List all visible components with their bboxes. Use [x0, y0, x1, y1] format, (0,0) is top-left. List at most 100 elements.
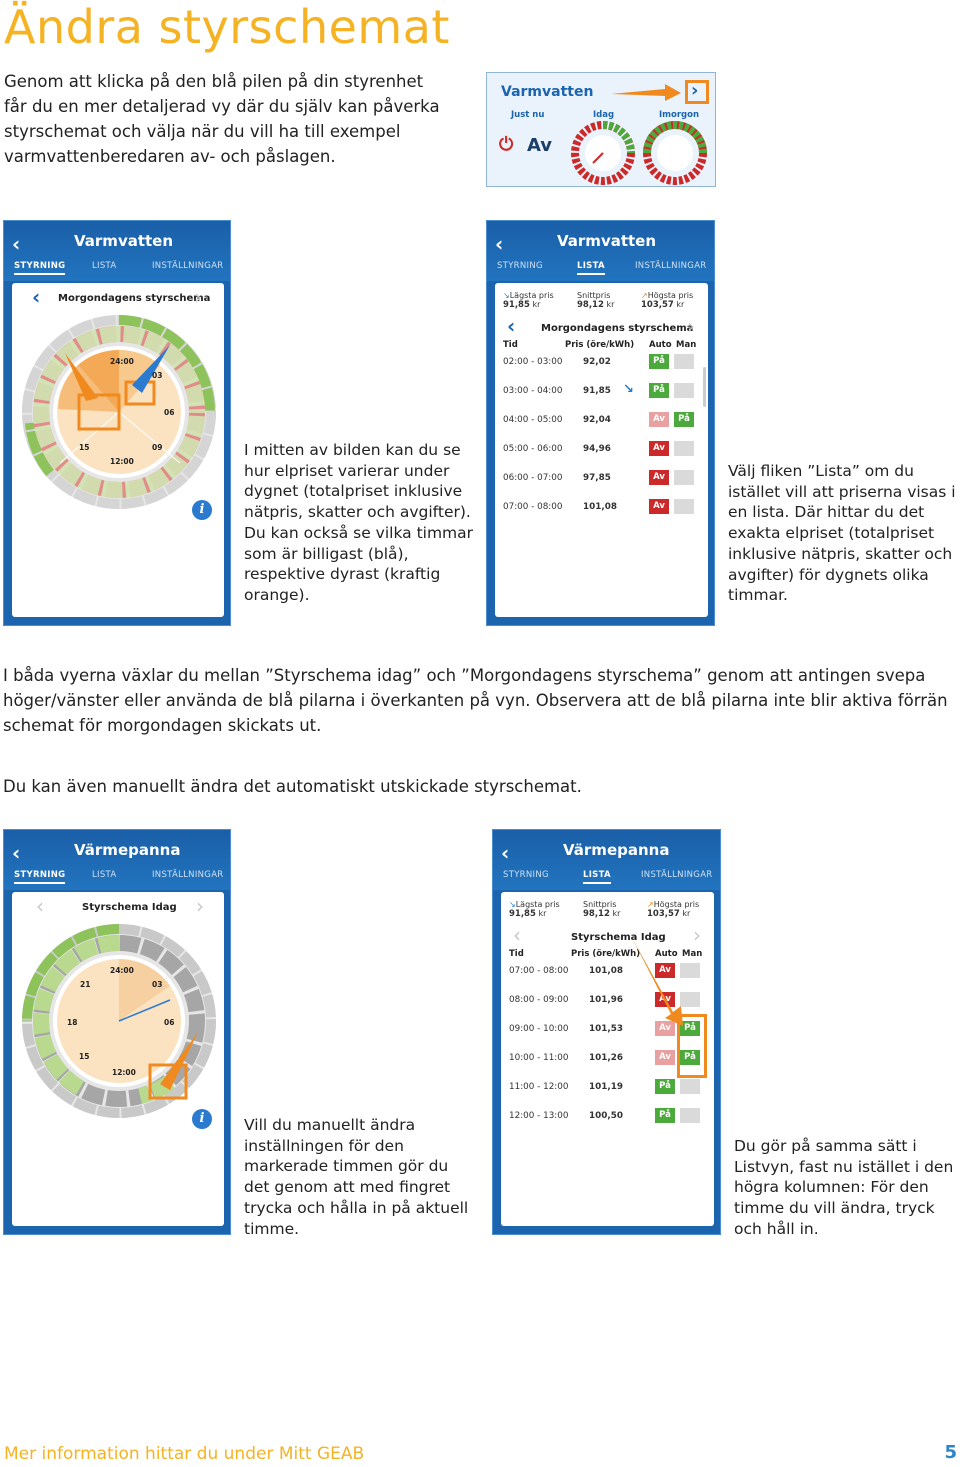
auto-status[interactable]: Av — [655, 1050, 675, 1065]
next-day-icon[interactable]: › — [693, 923, 701, 947]
text-mid: I mitten av bilden kan du se hur elprise… — [244, 441, 474, 604]
manual-toggle[interactable]: På — [680, 1050, 700, 1065]
auto-status[interactable]: Av — [655, 963, 675, 978]
auto-status[interactable]: På — [655, 1108, 675, 1123]
schedule-title: Morgondagens styrschema — [541, 323, 694, 334]
auto-status[interactable]: På — [655, 1079, 675, 1094]
list-row[interactable]: 03:00 - 04:00 91,85 ↘ På — [495, 382, 708, 404]
power-icon[interactable]: ⏻ — [499, 134, 514, 155]
text-manuellt: Vill du manuellt ändra inställningen för… — [244, 1116, 469, 1238]
auto-status[interactable]: Av — [655, 1021, 675, 1036]
tab-lista[interactable]: LISTA — [92, 261, 117, 271]
auto-status[interactable]: Av — [649, 470, 669, 485]
detail-arrow-button[interactable]: › — [685, 80, 709, 104]
prev-day-icon[interactable]: ‹ — [32, 285, 41, 309]
stat-average: Snittpris 98,12 kr — [577, 291, 615, 310]
screen-title: Varmvatten — [557, 232, 657, 250]
back-icon[interactable]: ‹ — [12, 232, 21, 256]
info-icon[interactable]: i — [192, 1109, 212, 1129]
header-pris: Pris (öre/kWh) — [571, 949, 641, 959]
list-row[interactable]: 07:00 - 08:00 101,08 Av — [501, 962, 714, 984]
list-row[interactable]: 04:00 - 05:00 92,04 Av På — [495, 411, 708, 433]
tab-lista[interactable]: LISTA — [583, 870, 611, 884]
manual-toggle[interactable] — [674, 441, 694, 456]
list-row[interactable]: 06:00 - 07:00 97,85 Av — [495, 469, 708, 491]
phone-varmvatten-lista: ‹ Varmvatten STYRNING LISTA INSTÄLLNINGA… — [486, 220, 715, 626]
clock-label-24: 24:00 — [110, 966, 134, 975]
tab-styrning[interactable]: STYRNING — [503, 870, 549, 880]
auto-status[interactable]: På — [649, 354, 669, 369]
chevron-right-icon: › — [691, 80, 699, 101]
next-day-icon[interactable]: › — [196, 894, 204, 918]
back-icon[interactable]: ‹ — [12, 841, 21, 865]
list-row[interactable]: 02:00 - 03:00 92,02 På — [495, 353, 708, 375]
auto-status[interactable]: På — [649, 383, 669, 398]
back-icon[interactable]: ‹ — [501, 841, 510, 865]
clock-label-18: 18 — [67, 1018, 78, 1027]
manual-toggle[interactable]: På — [680, 1021, 700, 1036]
stat-lowest: ↘Lägsta pris 91,85 kr — [503, 291, 554, 310]
widget-clock-today-icon — [571, 121, 635, 185]
highlight-manual-column — [677, 1014, 707, 1078]
tab-installningar[interactable]: INSTÄLLNINGAR — [152, 870, 224, 880]
schedule-clock[interactable] — [20, 313, 218, 511]
manual-toggle[interactable]: På — [674, 412, 694, 427]
prev-day-icon[interactable]: ‹ — [507, 314, 516, 338]
paragraph-1: I båda vyerna växlar du mellan ”Styrsche… — [3, 666, 948, 735]
orange-pointer-arrow-icon — [611, 84, 681, 101]
header-pris: Pris (öre/kWh) — [565, 340, 635, 350]
tab-installningar[interactable]: INSTÄLLNINGAR — [635, 261, 707, 271]
stat-highest: ↗Högsta pris 103,57 kr — [647, 900, 700, 919]
back-icon[interactable]: ‹ — [495, 232, 504, 256]
lowest-price-icon: ↘ — [623, 382, 634, 397]
tab-lista[interactable]: LISTA — [92, 870, 117, 880]
tab-styrning[interactable]: STYRNING — [497, 261, 543, 271]
tab-styrning[interactable]: STYRNING — [14, 261, 66, 275]
auto-status[interactable]: Av — [649, 441, 669, 456]
tab-installningar[interactable]: INSTÄLLNINGAR — [152, 261, 224, 271]
stat-highest: ↗Högsta pris 103,57 kr — [641, 291, 694, 310]
tab-installningar[interactable]: INSTÄLLNINGAR — [641, 870, 713, 880]
auto-status[interactable]: Av — [649, 412, 669, 427]
varmvatten-widget[interactable]: Varmvatten Just nu Idag Imorgon ⏻ Av › — [486, 72, 716, 187]
list-row[interactable]: 11:00 - 12:00 101,19 På — [501, 1078, 714, 1100]
phone-varmepanna-styrning: ‹ Värmepanna STYRNING LISTA INSTÄLLNINGA… — [3, 829, 231, 1235]
next-day-icon[interactable]: › — [687, 314, 695, 338]
prev-day-icon[interactable]: ‹ — [513, 923, 521, 947]
clock-label-12: 12:00 — [110, 457, 134, 466]
clock-label-12: 12:00 — [112, 1068, 136, 1077]
manual-toggle[interactable] — [680, 992, 700, 1007]
auto-status[interactable]: Av — [649, 499, 669, 514]
header-man: Man — [676, 340, 697, 350]
widget-clock-tomorrow-icon — [643, 120, 707, 185]
clock-label-15: 15 — [79, 1052, 90, 1061]
widget-idag: Idag — [593, 110, 615, 120]
clock-label-24: 24:00 — [110, 357, 134, 366]
paragraph-2: Du kan även manuellt ändra det automatis… — [3, 777, 582, 796]
header-man: Man — [682, 949, 703, 959]
tab-styrning[interactable]: STYRNING — [14, 870, 66, 884]
schedule-clock[interactable] — [20, 922, 218, 1120]
manual-toggle[interactable] — [680, 1079, 700, 1094]
manual-toggle[interactable] — [680, 1108, 700, 1123]
widget-just-nu: Just nu — [511, 110, 545, 120]
manual-toggle[interactable] — [680, 963, 700, 978]
tab-lista[interactable]: LISTA — [577, 261, 605, 275]
list-row[interactable]: 05:00 - 06:00 94,96 Av — [495, 440, 708, 462]
list-row[interactable]: 12:00 - 13:00 100,50 På — [501, 1107, 714, 1129]
info-icon[interactable]: i — [192, 500, 212, 520]
manual-toggle[interactable] — [674, 499, 694, 514]
list-row[interactable]: 10:00 - 11:00 101,26 Av På — [501, 1049, 714, 1071]
manual-toggle[interactable] — [674, 354, 694, 369]
clock-label-03: 03 — [152, 371, 163, 380]
clock-label-03: 03 — [152, 980, 163, 989]
clock-label-09: 09 — [152, 443, 163, 452]
scrollbar[interactable] — [703, 367, 706, 407]
manual-toggle[interactable] — [674, 383, 694, 398]
list-row[interactable]: 07:00 - 08:00 101,08 Av — [495, 498, 708, 520]
list-row[interactable]: 09:00 - 10:00 101,53 Av På — [501, 1020, 714, 1042]
next-day-icon[interactable]: › — [194, 285, 202, 309]
manual-toggle[interactable] — [674, 470, 694, 485]
header-tid: Tid — [503, 340, 518, 350]
prev-day-icon[interactable]: ‹ — [36, 894, 44, 918]
